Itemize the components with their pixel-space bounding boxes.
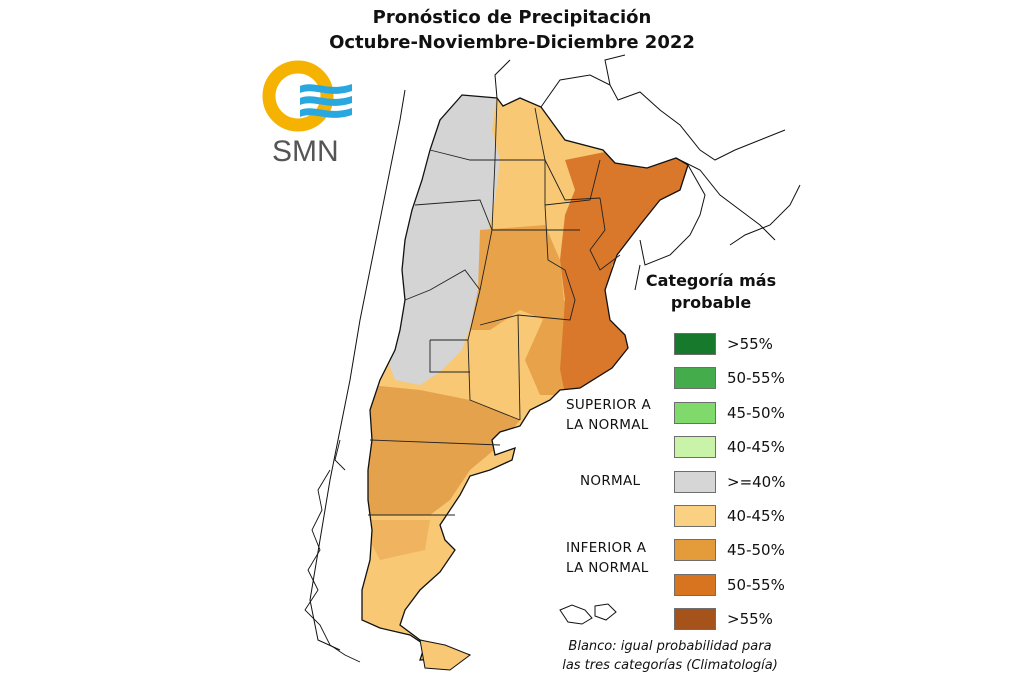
legend-label: 45-50%: [727, 403, 785, 422]
legend-label: 40-45%: [727, 507, 785, 525]
legend-group-normal: NORMAL: [580, 473, 641, 489]
legend-swatch: [674, 470, 716, 493]
legend-title-line2: probable: [670, 293, 752, 312]
legend-note-line2: las tres categorías (Climatología): [562, 658, 778, 673]
legend-label: 50-55%: [727, 575, 785, 594]
legend-swatch: [674, 505, 716, 527]
legend-swatch: [674, 608, 716, 631]
legend-note-line1: Blanco: igual probabilidad para: [568, 639, 772, 654]
region-pampa: [470, 225, 565, 330]
map-title-line2: Octubre-Noviembre-Diciembre 2022: [329, 32, 695, 53]
smn-logo: SMN: [262, 60, 362, 170]
region-patagonia-north: [365, 385, 520, 515]
legend-swatch: [674, 401, 716, 424]
legend-label: >55%: [727, 335, 773, 353]
malvinas-islands: [559, 603, 617, 625]
neighbor-borders: [309, 54, 801, 651]
legend-swatch: [674, 539, 716, 562]
legend-title-line1: Categoría más: [645, 271, 777, 290]
legend-group-inferior-line2: LA NORMAL: [566, 560, 649, 576]
sun-ring-icon: [262, 60, 334, 132]
province-borders: [368, 97, 621, 516]
smn-logo-text: SMN: [272, 135, 339, 168]
map-title-line1: Pronóstico de Precipitación: [372, 7, 652, 28]
wave-icon: [300, 84, 352, 94]
legend-group-inferior-line1: INFERIOR A: [566, 540, 647, 556]
map-colored-regions: [362, 95, 688, 660]
legend-swatch: [674, 436, 716, 459]
legend-label: 50-55%: [727, 369, 785, 388]
legend-label: >=40%: [727, 472, 786, 491]
argentina-outline: [361, 94, 689, 661]
legend-group-superior-line2: LA NORMAL: [566, 417, 649, 433]
tierra-del-fuego: [419, 639, 472, 671]
legend-label: 45-50%: [727, 541, 785, 560]
legend-label: >55%: [727, 610, 773, 629]
legend-label: 40-45%: [727, 438, 785, 457]
legend-swatch: [674, 333, 716, 355]
legend-swatch: [674, 573, 716, 596]
legend-group-superior-line1: SUPERIOR A: [566, 397, 652, 413]
legend-swatch: [674, 367, 716, 390]
